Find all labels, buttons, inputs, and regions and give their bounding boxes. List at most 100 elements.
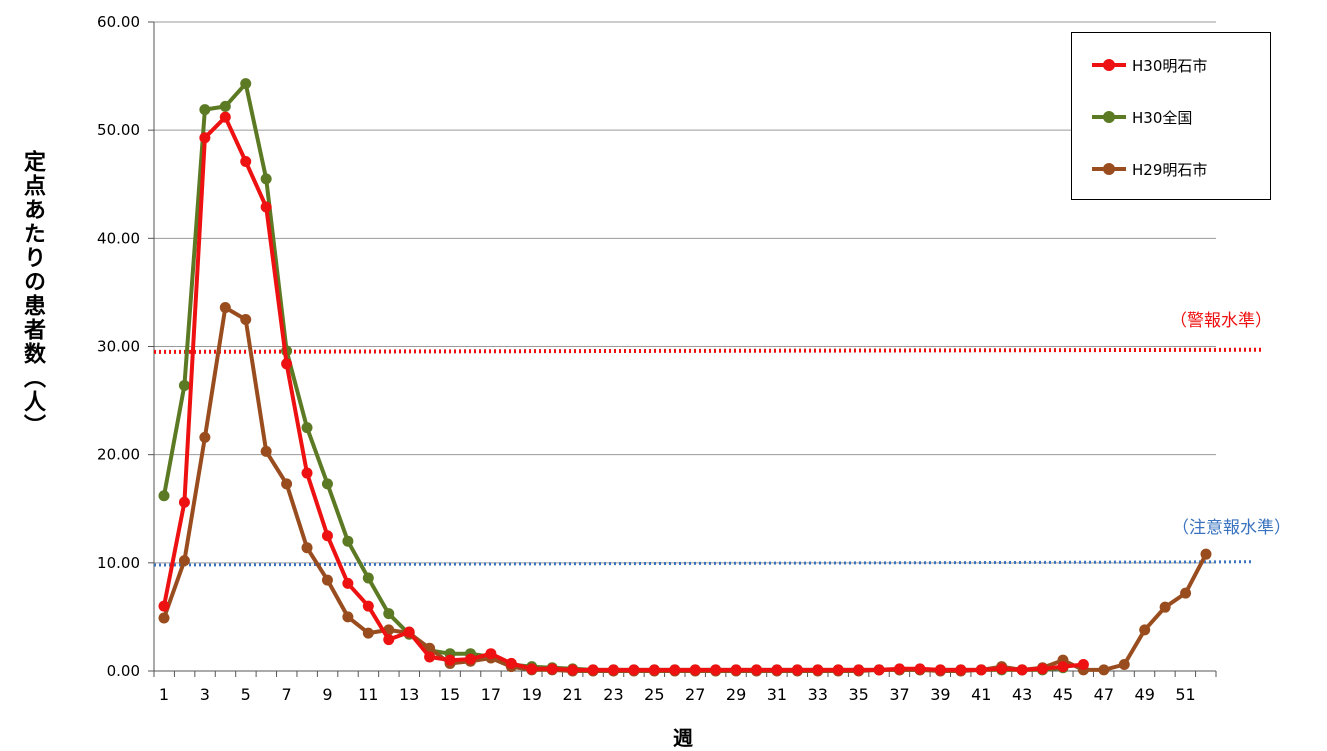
- data-point: [219, 302, 231, 314]
- data-point: [260, 445, 272, 457]
- x-tick-label: 25: [644, 685, 664, 704]
- y-tick-label: 50.00: [97, 121, 140, 139]
- data-point: [383, 634, 395, 646]
- y-tick-labels: 0.00 10.00 20.00 30.00 40.00 50.00 60.00: [97, 13, 140, 680]
- data-point: [362, 600, 374, 612]
- data-point: [1139, 624, 1151, 636]
- data-point: [281, 478, 293, 490]
- data-point: [648, 664, 660, 676]
- data-point: [321, 478, 333, 490]
- data-point: [873, 664, 885, 676]
- data-point: [1037, 663, 1049, 675]
- x-tick-label: 11: [358, 685, 378, 704]
- x-tick-label: 47: [1094, 685, 1114, 704]
- data-point: [301, 467, 313, 479]
- y-tick-label: 40.00: [97, 229, 140, 247]
- x-tick-label: 35: [848, 685, 868, 704]
- data-point: [240, 78, 252, 90]
- x-tick-label: 3: [200, 685, 210, 704]
- legend-marker-icon: [1103, 163, 1115, 175]
- data-point: [934, 664, 946, 676]
- data-point: [546, 663, 558, 675]
- x-tick-label: 37: [889, 685, 909, 704]
- data-point: [219, 100, 231, 112]
- data-point: [730, 664, 742, 676]
- data-point: [955, 664, 967, 676]
- legend-marker-icon: [1103, 59, 1115, 71]
- legend-swatch: [1092, 59, 1126, 71]
- legend-marker-icon: [1103, 111, 1115, 123]
- data-point: [158, 490, 170, 502]
- series-2: [158, 302, 1212, 677]
- data-point: [342, 611, 354, 623]
- x-tick-label: 15: [440, 685, 460, 704]
- series-1: [158, 78, 1069, 676]
- x-tick-label: 39: [930, 685, 950, 704]
- data-point: [178, 496, 190, 508]
- data-point: [526, 663, 538, 675]
- y-tick-label: 10.00: [97, 554, 140, 572]
- y-axis-label: 定点あたりの患者数（人）: [20, 150, 45, 438]
- x-axis-label: 週: [673, 726, 693, 750]
- data-point: [567, 664, 579, 676]
- x-tick-label: 13: [399, 685, 419, 704]
- data-point: [158, 600, 170, 612]
- data-point: [362, 627, 374, 639]
- legend-label: H29明石市: [1132, 160, 1208, 179]
- data-point: [199, 132, 211, 144]
- x-tick-label: 51: [1175, 685, 1195, 704]
- data-point: [607, 664, 619, 676]
- data-point: [996, 663, 1008, 675]
- series-0: [158, 111, 1089, 676]
- data-point: [853, 664, 865, 676]
- data-point: [914, 663, 926, 675]
- data-point: [178, 379, 190, 391]
- data-point: [362, 572, 374, 584]
- legend-swatch: [1092, 163, 1126, 175]
- y-tick-label: 0.00: [107, 662, 140, 680]
- gridlines: [148, 21, 1216, 672]
- legend: H30明石市 H30全国 H29明石市: [1071, 32, 1271, 200]
- data-point: [628, 664, 640, 676]
- data-point: [1077, 659, 1089, 671]
- x-tick-label: 21: [562, 685, 582, 704]
- data-point: [464, 653, 476, 665]
- x-tick-labels: 1 3 5 7 9 11 13 15 17 19 21 23 25 27 29 31 33 35 37 39 41 43 4…: [159, 685, 1196, 704]
- x-tick-label: 27: [685, 685, 705, 704]
- data-point: [1200, 548, 1212, 560]
- data-point: [240, 313, 252, 325]
- x-tick-label: 5: [241, 685, 251, 704]
- data-point: [485, 648, 497, 660]
- data-point: [240, 156, 252, 168]
- data-point: [791, 664, 803, 676]
- y-tick-label: 60.00: [97, 13, 140, 31]
- data-point: [321, 530, 333, 542]
- x-tick-label: 1: [159, 685, 169, 704]
- data-point: [301, 542, 313, 554]
- data-point: [281, 358, 293, 370]
- data-point: [321, 574, 333, 586]
- legend-label: H30明石市: [1132, 56, 1208, 75]
- x-tick-label: 49: [1135, 685, 1155, 704]
- alarm-level-line: [153, 347, 1265, 354]
- series-line: [162, 305, 1208, 673]
- x-tick-label: 19: [522, 685, 542, 704]
- data-point: [301, 422, 313, 434]
- reference-lines: [153, 347, 1265, 567]
- data-point: [424, 651, 436, 663]
- data-point: [219, 111, 231, 123]
- data-point: [178, 555, 190, 567]
- x-tick-label: 17: [481, 685, 501, 704]
- x-tick-label: 9: [322, 685, 332, 704]
- data-point: [710, 664, 722, 676]
- x-tick-label: 7: [281, 685, 291, 704]
- data-point: [1159, 601, 1171, 613]
- x-tick-label: 31: [767, 685, 787, 704]
- data-point: [587, 664, 599, 676]
- data-point: [1098, 664, 1110, 676]
- data-point: [812, 664, 824, 676]
- data-point: [403, 626, 415, 638]
- x-tick-label: 45: [1053, 685, 1073, 704]
- data-point: [1057, 661, 1069, 673]
- legend-item-h30-akashi: H30明石市: [1092, 53, 1207, 77]
